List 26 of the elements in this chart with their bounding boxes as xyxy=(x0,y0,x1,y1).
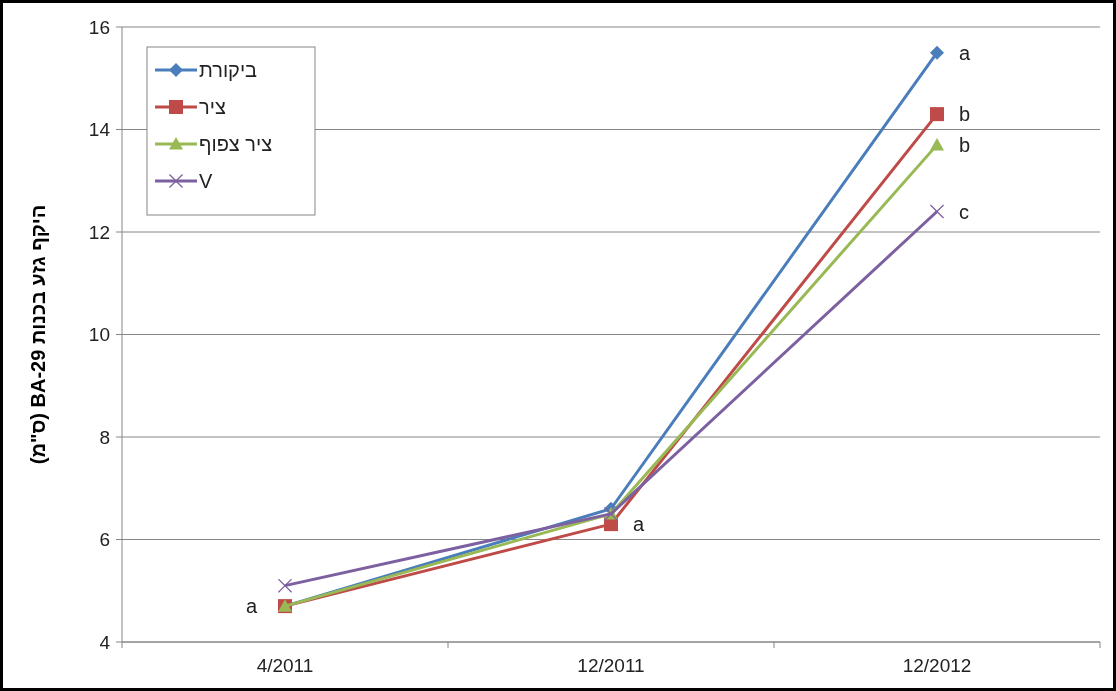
annotation: a xyxy=(959,41,971,64)
point xyxy=(278,578,292,593)
annotation: b xyxy=(959,103,971,126)
y-tick-label: 12 xyxy=(88,221,110,243)
legend-label: V xyxy=(199,170,213,192)
annotation: c xyxy=(959,200,969,223)
y-tick-label: 8 xyxy=(99,426,110,448)
y-tick-label: 16 xyxy=(88,16,110,38)
y-tick-label: 10 xyxy=(88,324,110,345)
point xyxy=(930,107,944,122)
legend-label: ביקורת xyxy=(199,59,258,81)
x-tick-label: 12/2012 xyxy=(902,655,972,676)
point xyxy=(930,137,944,151)
point xyxy=(930,45,944,60)
y-tick-label: 6 xyxy=(99,529,110,550)
x-tick-label: 4/2011 xyxy=(256,655,314,676)
point xyxy=(930,204,944,219)
legend-label: ציר צפוף xyxy=(199,133,273,155)
y-tick-label: 14 xyxy=(88,119,111,140)
annotation: b xyxy=(959,133,971,156)
y-axis-title: היקף גזע בכנות BA-29 (ס"מ) xyxy=(27,204,49,465)
annotation: a xyxy=(245,595,258,618)
x-tick-label: 12/2011 xyxy=(577,655,645,676)
y-tick-label: 4 xyxy=(99,631,111,653)
annotation: a xyxy=(633,513,645,536)
legend-label: ציר xyxy=(199,96,226,118)
